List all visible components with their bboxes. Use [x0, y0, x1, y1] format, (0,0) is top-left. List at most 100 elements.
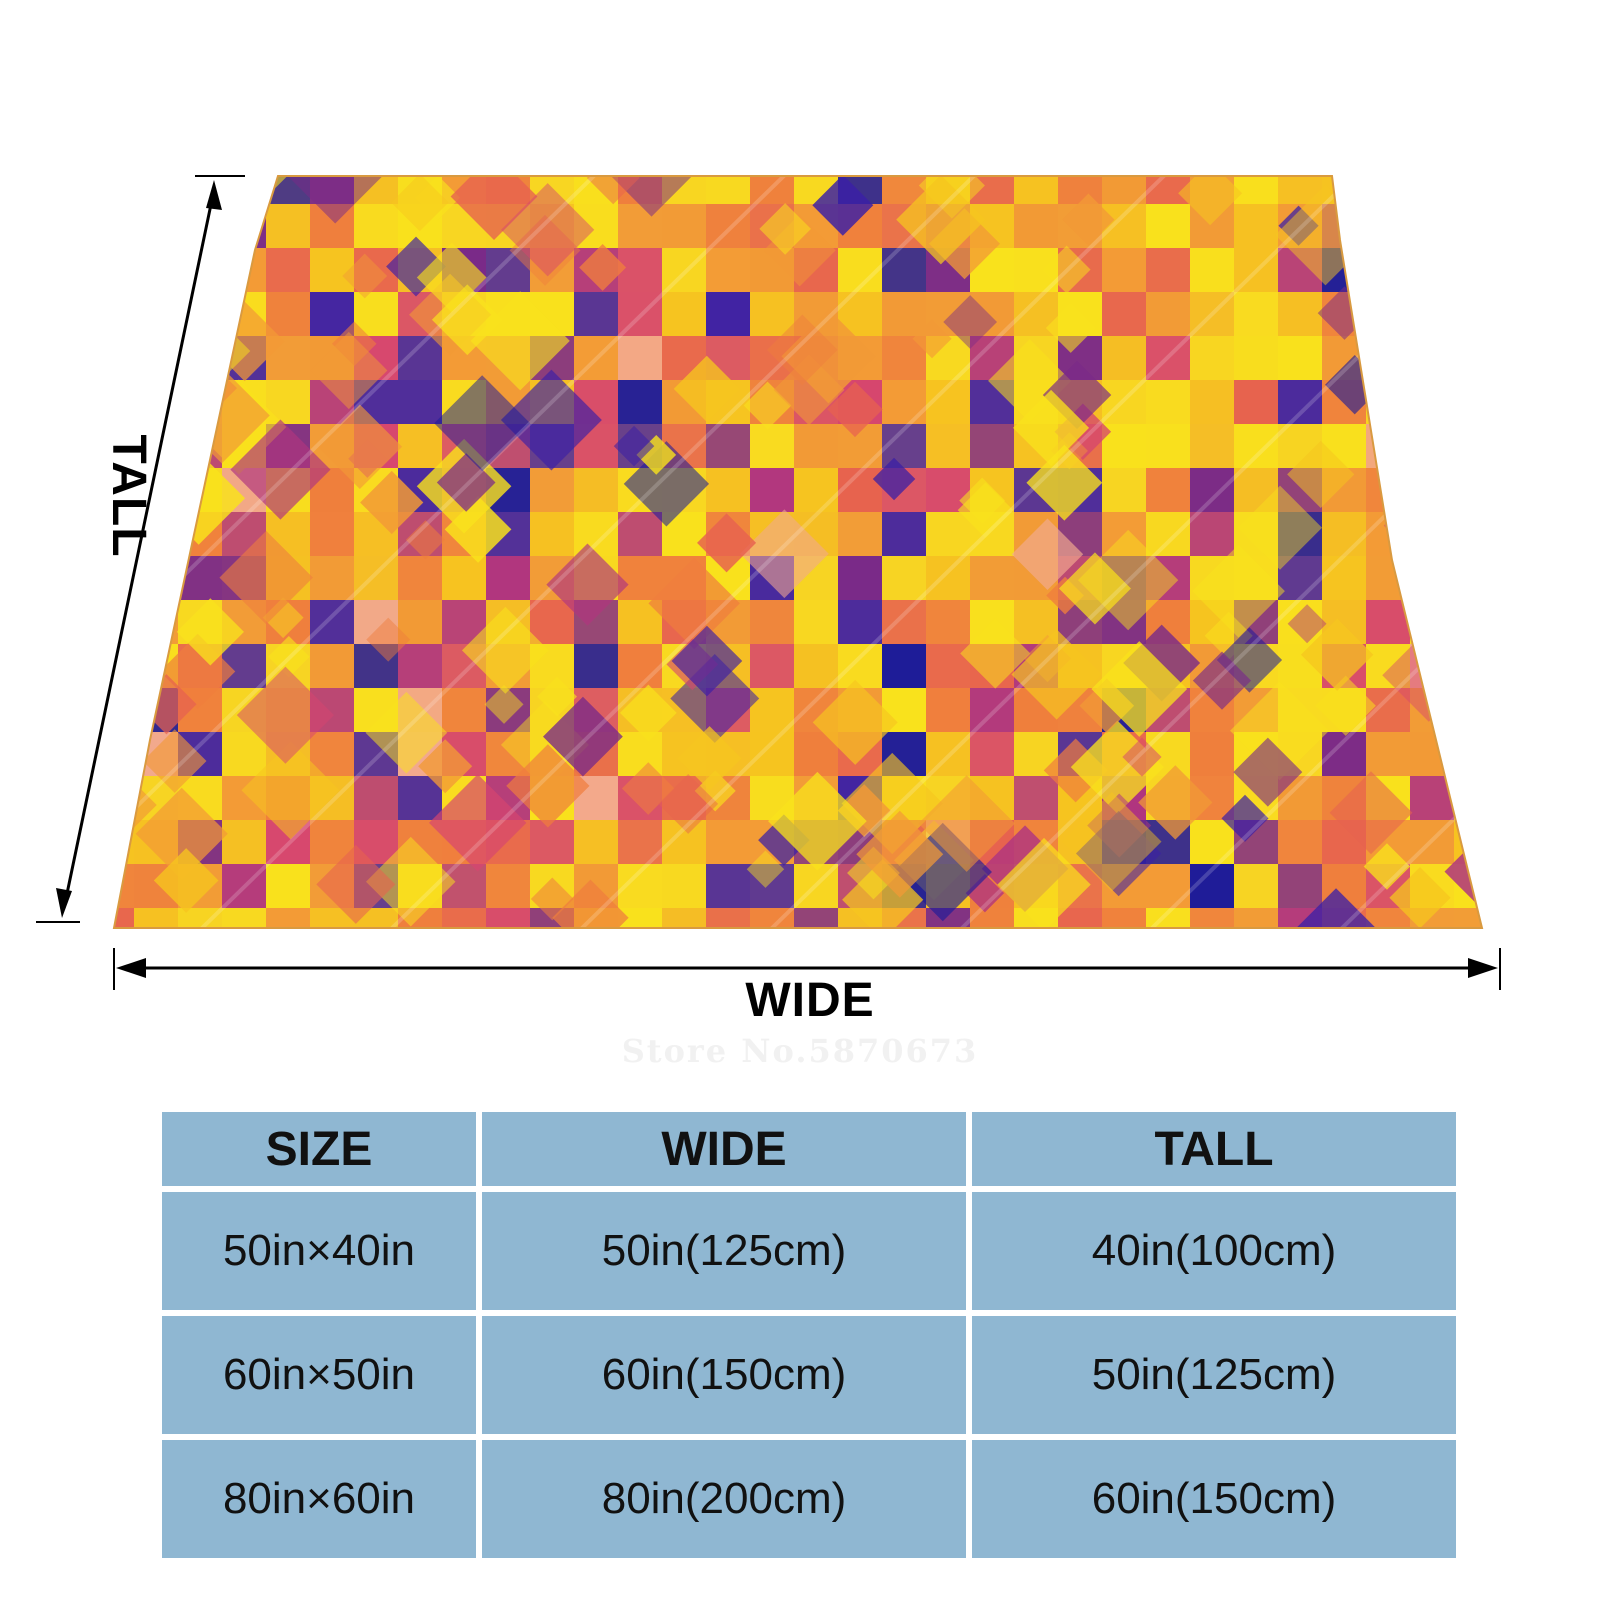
pattern-tile	[1190, 248, 1234, 292]
pattern-diamond	[405, 520, 446, 560]
pattern-tile	[706, 468, 750, 512]
pattern-diamond	[1329, 771, 1413, 855]
pattern-tile	[1454, 908, 1482, 928]
pattern-tile	[662, 908, 706, 928]
row1-size: 50in×40in	[162, 1192, 476, 1310]
pattern-tile	[882, 600, 926, 644]
pattern-tile	[178, 380, 222, 424]
header-size: SIZE	[162, 1112, 476, 1186]
pattern-tile	[530, 248, 574, 292]
pattern-tile	[1454, 176, 1482, 204]
pattern-tile	[1322, 732, 1366, 776]
pattern-tile	[310, 600, 354, 644]
size-table: SIZE WIDE TALL 50in×40in 50in(125cm) 40i…	[162, 1112, 1456, 1558]
pattern-tile	[882, 512, 926, 556]
pattern-diamond	[1300, 618, 1374, 691]
pattern-tile	[1322, 556, 1366, 600]
pattern-diamond	[918, 775, 1015, 872]
blanket-illustration	[36, 175, 1542, 990]
pattern-diamond	[579, 244, 627, 291]
pattern-tile	[618, 512, 662, 556]
pattern-diamond	[365, 691, 448, 774]
pattern-tile	[618, 556, 662, 600]
pattern-tile	[1190, 292, 1234, 336]
pattern-diamond	[219, 530, 313, 625]
pattern-tile	[1454, 248, 1482, 292]
pattern-tile	[1498, 424, 1542, 468]
pattern-tile	[266, 292, 310, 336]
pattern-diamond	[856, 810, 944, 898]
pattern-tile	[1410, 468, 1454, 512]
pattern-fold-line	[198, 176, 982, 928]
pattern-tile	[1234, 512, 1278, 556]
pattern-tile	[114, 248, 134, 292]
pattern-tile	[310, 248, 354, 292]
pattern-tile	[574, 644, 618, 688]
pattern-tile	[114, 688, 134, 732]
pattern-tile	[706, 908, 750, 928]
pattern-tile	[662, 292, 706, 336]
pattern-tile	[134, 248, 178, 292]
pattern-tile	[750, 424, 794, 468]
pattern-diamond	[268, 636, 310, 678]
pattern-fold-line	[578, 176, 1362, 928]
pattern-tile	[706, 204, 750, 248]
blanket-pattern	[114, 176, 1542, 928]
pattern-diamond	[506, 744, 590, 828]
pattern-tile	[222, 248, 266, 292]
pattern-tile	[750, 468, 794, 512]
pattern-tile	[222, 176, 266, 204]
pattern-tile	[1102, 204, 1146, 248]
pattern-tile	[1498, 336, 1542, 380]
pattern-tile	[618, 864, 662, 908]
pattern-tile	[706, 248, 750, 292]
pattern-tile	[1190, 556, 1234, 600]
pattern-diamond	[114, 366, 146, 417]
pattern-tile	[1190, 424, 1234, 468]
pattern-tile	[1410, 176, 1454, 204]
pattern-tile	[1014, 204, 1058, 248]
pattern-tile	[706, 176, 750, 204]
pattern-tile	[1498, 644, 1542, 688]
pattern-diamond	[1476, 522, 1482, 564]
pattern-fold-line	[114, 176, 602, 928]
pattern-tile	[1454, 732, 1482, 776]
pattern-tile	[530, 468, 574, 512]
pattern-tile	[398, 336, 442, 380]
pattern-tile	[882, 424, 926, 468]
pattern-tile	[970, 908, 1014, 928]
pattern-tile	[1366, 908, 1410, 928]
pattern-tile	[1410, 336, 1454, 380]
pattern-tile	[486, 864, 530, 908]
pattern-diamond	[1013, 389, 1090, 466]
pattern-tile	[1058, 176, 1102, 204]
pattern-tile	[114, 864, 134, 908]
pattern-tile	[1410, 556, 1454, 600]
pattern-tile	[706, 424, 750, 468]
pattern-tile	[750, 908, 794, 928]
pattern-tile	[134, 176, 178, 204]
pattern-tile	[706, 820, 750, 864]
pattern-tile	[398, 380, 442, 424]
pattern-tile	[1146, 908, 1190, 928]
pattern-tile	[1146, 292, 1190, 336]
pattern-tile	[222, 204, 266, 248]
tall-label: TALL	[102, 434, 155, 558]
pattern-tile	[1410, 292, 1454, 336]
pattern-tile	[1454, 600, 1482, 644]
pattern-diamond	[1425, 528, 1475, 579]
pattern-tile	[134, 292, 178, 336]
pattern-diamond	[1221, 794, 1269, 842]
pattern-tile	[1454, 292, 1482, 336]
pattern-diamond	[1237, 485, 1323, 570]
pattern-diamond	[153, 848, 219, 913]
wide-label: WIDE	[745, 974, 875, 1027]
pattern-tile	[1278, 336, 1322, 380]
pattern-tile	[310, 556, 354, 600]
pattern-tile	[1322, 512, 1366, 556]
pattern-tile	[1102, 468, 1146, 512]
pattern-tile	[398, 600, 442, 644]
pattern-tile	[970, 556, 1014, 600]
pattern-tile	[1410, 512, 1454, 556]
pattern-tile	[574, 468, 618, 512]
